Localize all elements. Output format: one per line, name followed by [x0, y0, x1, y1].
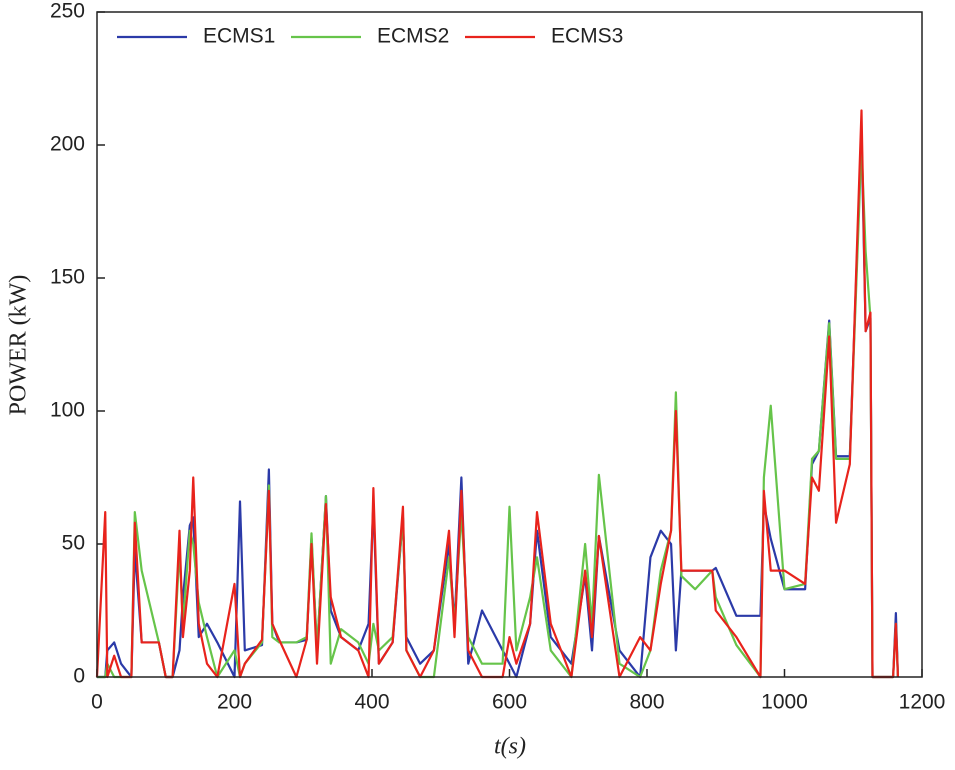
series-line [95, 109, 900, 679]
legend-label: ECMS3 [551, 25, 623, 48]
x-tick-label: 1200 [899, 691, 946, 714]
series-line [97, 143, 900, 679]
legend-label: ECMS2 [377, 25, 449, 48]
series-line [97, 130, 900, 679]
y-tick-label: 150 [50, 266, 85, 289]
x-axis-title: t(s) [494, 734, 526, 760]
x-tick-label: 800 [629, 691, 664, 714]
plot-frame [96, 11, 923, 678]
y-tick-label: 50 [62, 532, 85, 555]
y-tick-label: 200 [50, 133, 85, 156]
y-tick-label: 250 [50, 0, 85, 23]
x-tick-label: 1000 [761, 691, 808, 714]
x-tick-label: 400 [354, 691, 389, 714]
x-tick-label: 600 [492, 691, 527, 714]
y-tick-label: 0 [73, 665, 85, 688]
y-tick-label: 100 [50, 399, 85, 422]
x-tick-label: 200 [217, 691, 252, 714]
x-tick-label: 0 [91, 691, 103, 714]
legend-label: ECMS1 [203, 25, 275, 48]
y-axis-title: POWER (kW) [6, 275, 32, 416]
